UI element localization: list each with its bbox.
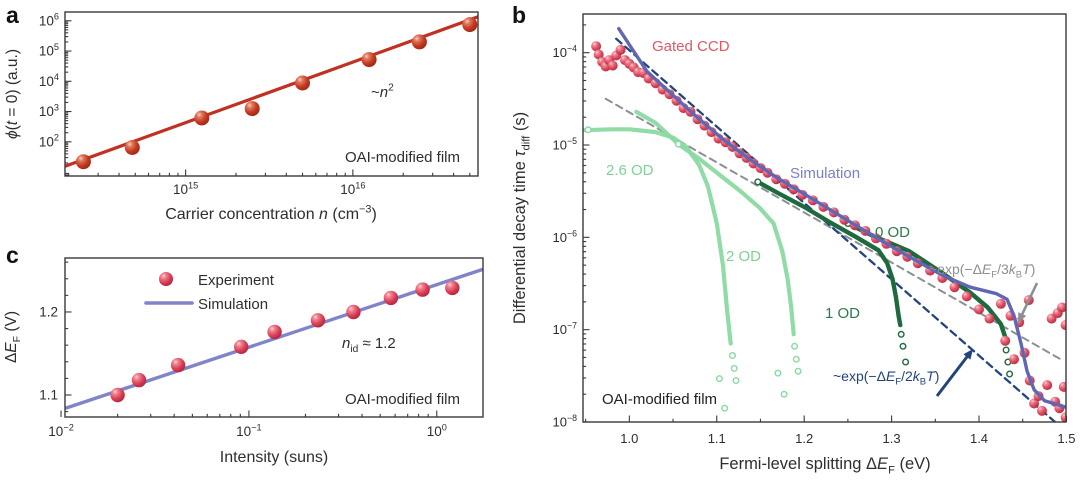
a-y-tick-label: 105 <box>39 42 59 59</box>
b-y-tick-label: 10−6 <box>553 228 578 244</box>
b-y-tick-label: 10−4 <box>553 44 578 60</box>
legend-experiment-label: Experiment <box>198 272 275 289</box>
b-y-tick-label: 10−8 <box>553 413 578 429</box>
panel-a-chart: 1015 1016 102 103 104 105 106 ~n2 OAI-modified f… <box>4 11 479 223</box>
panel-c-chart: 10−2 10−1 100 1.1 1.2 Experiment Simulation nid… <box>3 257 484 466</box>
b-x-tick-label: 1.3 <box>883 431 901 446</box>
a-y-tick-label: 104 <box>39 72 59 89</box>
panel-b-chart: 1.0 1.1 1.2 1.3 1.4 1.5 10−4 10−5 10−6 10−7 10−8 Ga… <box>511 13 1076 476</box>
c-y-tick-label: 1.1 <box>39 387 58 402</box>
a-x-axis-title: Carrier concentration n (cm−3) <box>165 203 377 223</box>
annotation-film-a: OAI-modified film <box>345 149 460 166</box>
c-plot-frame <box>64 257 484 418</box>
series-od1-curve <box>755 179 903 328</box>
c-x-axis-title: Intensity (suns) <box>220 449 328 466</box>
annotation-film-b: OAI-modified film <box>602 391 717 408</box>
arrow-to-2kbt-line-head <box>963 349 973 360</box>
b-x-tick-label: 1.2 <box>795 431 813 446</box>
a-axis-tick-labels: 1015 1016 102 103 104 105 106 <box>39 12 366 197</box>
series-ref-line-2kbt <box>615 37 1058 423</box>
a-y-tick-label: 102 <box>39 133 59 150</box>
b-x-tick-label: 1.5 <box>1057 431 1075 446</box>
c-x-tick-label: 10−1 <box>236 422 262 439</box>
a-y-tick-label: 103 <box>39 102 59 119</box>
series-od1-markers <box>754 178 910 366</box>
panel-label-c: c <box>6 242 19 268</box>
a-x-tick-label: 1015 <box>173 180 198 197</box>
series-od2-markers <box>674 140 802 398</box>
b-axis-tick-labels: 1.0 1.1 1.2 1.3 1.4 1.5 10−4 10−5 10−6 10−7 10−8 <box>553 44 1076 446</box>
annotation-ideality: nid ≈ 1.2 <box>342 335 396 355</box>
arrow-to-3kbt-line <box>1020 282 1039 317</box>
a-series <box>64 15 479 170</box>
legend-simulation-label: Simulation <box>198 296 268 313</box>
b-x-tick-label: 1.0 <box>620 431 638 446</box>
a-plot-frame <box>64 11 479 177</box>
label-exp-2kbt: ~exp(−ΔEF/2kBT) <box>833 368 939 388</box>
a-y-tick-label: 106 <box>39 12 59 29</box>
annotation-film-c: OAI-modified film <box>345 391 460 408</box>
a-x-tick-label: 1016 <box>340 180 365 197</box>
annotation-n-squared: ~n2 <box>371 83 394 101</box>
c-y-tick-label: 1.2 <box>39 304 58 319</box>
arrow-to-2kbt-line <box>935 354 970 397</box>
a-y-axis-title: ϕ(t = 0) (a.u.) <box>4 49 21 139</box>
b-x-axis-title: Fermi-level splitting ΔEF (eV) <box>719 455 930 476</box>
b-y-tick-label: 10−7 <box>553 321 578 337</box>
c-axis-tick-labels: 10−2 10−1 100 1.1 1.2 <box>39 304 447 439</box>
c-y-axis-title: ΔEF (V) <box>3 311 23 363</box>
c-series <box>64 267 484 410</box>
b-plot-frame <box>582 13 1067 423</box>
label-od26: 2.6 OD <box>606 162 654 179</box>
label-simulation: Simulation <box>790 165 860 182</box>
legend-experiment <box>159 272 173 286</box>
b-y-axis-title: Differential decay time τdiff (s) <box>511 112 532 324</box>
c-x-tick-label: 10−2 <box>48 422 74 439</box>
panel-label-b: b <box>512 2 527 28</box>
panel-label-a: a <box>6 2 19 28</box>
label-gated-ccd: Gated CCD <box>652 38 730 55</box>
series-gated-ccd-points <box>591 41 1067 423</box>
label-exp-3kbt: ~exp(−ΔEF/3kBT) <box>929 261 1035 281</box>
series-experiment-points <box>75 17 478 170</box>
label-od0: 0 OD <box>875 224 910 241</box>
b-x-tick-label: 1.1 <box>708 431 726 446</box>
series-simulation-curve <box>617 27 1067 409</box>
series-od26-markers <box>584 126 740 412</box>
b-arrows <box>935 282 1039 397</box>
b-x-tick-label: 1.4 <box>970 431 988 446</box>
b-y-tick-label: 10−5 <box>553 136 578 152</box>
label-od2: 2 OD <box>726 248 761 265</box>
b-series <box>582 27 1067 423</box>
arrow-to-3kbt-line-head <box>1018 312 1027 323</box>
series-experiment-points <box>110 280 460 403</box>
series-od2-curve <box>634 109 796 337</box>
series-od0-markers <box>844 219 1014 378</box>
c-x-tick-label: 100 <box>427 422 447 439</box>
label-od1: 1 OD <box>825 305 860 322</box>
